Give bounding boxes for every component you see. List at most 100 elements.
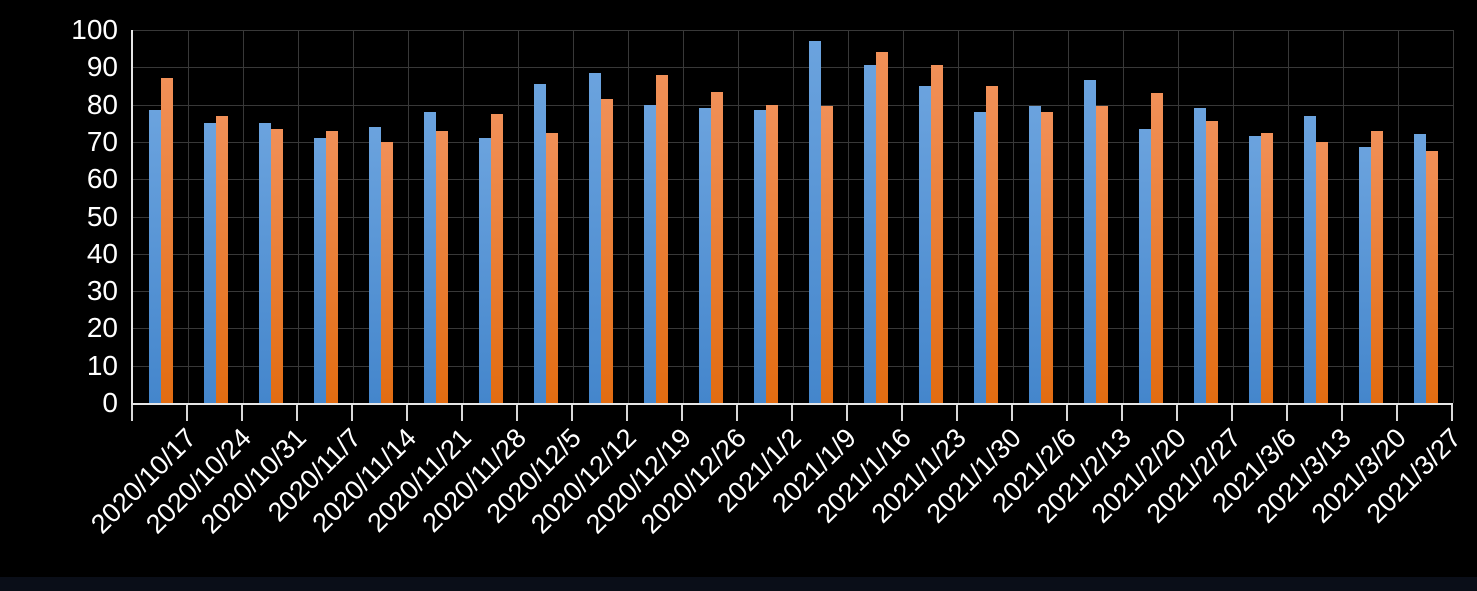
x-axis-tick (241, 405, 243, 421)
bar-blue (863, 65, 876, 403)
bar-blue (258, 123, 271, 403)
x-axis-tick (1231, 405, 1233, 421)
x-axis-tick (791, 405, 793, 421)
v-gridline (573, 30, 574, 403)
v-gridline (1398, 30, 1399, 403)
bar-blue (478, 138, 491, 403)
x-axis-tick (1066, 405, 1068, 421)
bar-blue (973, 112, 986, 403)
v-gridline (628, 30, 629, 403)
v-gridline (518, 30, 519, 403)
bar-orange (490, 113, 503, 403)
bar-blue (643, 104, 656, 403)
v-gridline (958, 30, 959, 403)
v-gridline (463, 30, 464, 403)
bar-orange (380, 141, 393, 403)
bar-orange (160, 78, 173, 403)
bar-orange (1425, 151, 1438, 403)
bar-blue (1413, 134, 1426, 403)
y-tick-label: 80 (86, 88, 118, 120)
v-gridline (793, 30, 794, 403)
y-tick-label: 30 (86, 275, 118, 307)
bar-orange (1205, 121, 1218, 403)
v-gridline (1178, 30, 1179, 403)
bar-orange (1095, 106, 1108, 403)
v-gridline (1343, 30, 1344, 403)
bar-blue (1083, 80, 1096, 403)
x-axis-tick (571, 405, 573, 421)
bar-orange (1150, 93, 1163, 403)
v-gridline (1068, 30, 1069, 403)
y-tick-label: 70 (86, 125, 118, 157)
bar-orange (325, 130, 338, 403)
v-gridline (848, 30, 849, 403)
bar-orange (270, 128, 283, 403)
bar-blue (423, 112, 436, 403)
v-gridline (1453, 30, 1454, 403)
bar-orange (710, 91, 723, 403)
y-tick-label: 50 (86, 200, 118, 232)
y-tick-label: 90 (86, 51, 118, 83)
bar-orange (215, 115, 228, 403)
bar-blue (753, 110, 766, 403)
v-gridline (243, 30, 244, 403)
y-tick-label: 10 (86, 349, 118, 381)
x-axis-tick (186, 405, 188, 421)
x-axis-tick (1176, 405, 1178, 421)
x-axis-tick (1451, 405, 1453, 421)
x-axis-tick (351, 405, 353, 421)
x-axis-tick (901, 405, 903, 421)
v-gridline (188, 30, 189, 403)
v-gridline (738, 30, 739, 403)
bar-blue (203, 123, 216, 403)
bar-orange (600, 99, 613, 403)
bar-blue (1358, 147, 1371, 403)
bar-blue (1028, 106, 1041, 403)
x-axis-tick (296, 405, 298, 421)
bar-blue (1248, 136, 1261, 403)
v-gridline (683, 30, 684, 403)
x-axis-tick (131, 405, 133, 421)
bar-orange (545, 132, 558, 403)
x-axis-tick (956, 405, 958, 421)
bar-orange (985, 85, 998, 403)
y-tick-label: 40 (86, 237, 118, 269)
x-axis-tick (736, 405, 738, 421)
bar-orange (820, 106, 833, 403)
x-axis-tick (406, 405, 408, 421)
v-gridline (903, 30, 904, 403)
v-gridline (408, 30, 409, 403)
v-gridline (298, 30, 299, 403)
bottom-strip (0, 577, 1477, 591)
bar-blue (148, 110, 161, 403)
bar-orange (1370, 130, 1383, 403)
y-tick-label: 100 (71, 14, 118, 45)
bar-orange (930, 65, 943, 403)
x-axis-tick (626, 405, 628, 421)
v-gridline (1233, 30, 1234, 403)
bar-blue (1138, 128, 1151, 403)
x-axis-tick (846, 405, 848, 421)
x-axis-tick (461, 405, 463, 421)
bar-blue (1193, 108, 1206, 403)
bar-orange (765, 104, 778, 403)
x-axis-tick (516, 405, 518, 421)
y-tick-label: 20 (86, 312, 118, 344)
v-gridline (1288, 30, 1289, 403)
x-axis-line (131, 403, 1453, 405)
bar-orange (875, 52, 888, 403)
y-tick-label: 60 (86, 163, 118, 195)
v-gridline (1013, 30, 1014, 403)
v-gridline (1123, 30, 1124, 403)
bar-blue (588, 72, 601, 403)
bar-orange (435, 130, 448, 403)
bar-blue (533, 84, 546, 403)
bar-blue (808, 41, 821, 403)
v-gridline (353, 30, 354, 403)
bar-orange (1315, 141, 1328, 403)
bar-blue (918, 85, 931, 403)
x-axis-tick (1286, 405, 1288, 421)
bar-blue (313, 138, 326, 403)
bar-orange (655, 74, 668, 403)
